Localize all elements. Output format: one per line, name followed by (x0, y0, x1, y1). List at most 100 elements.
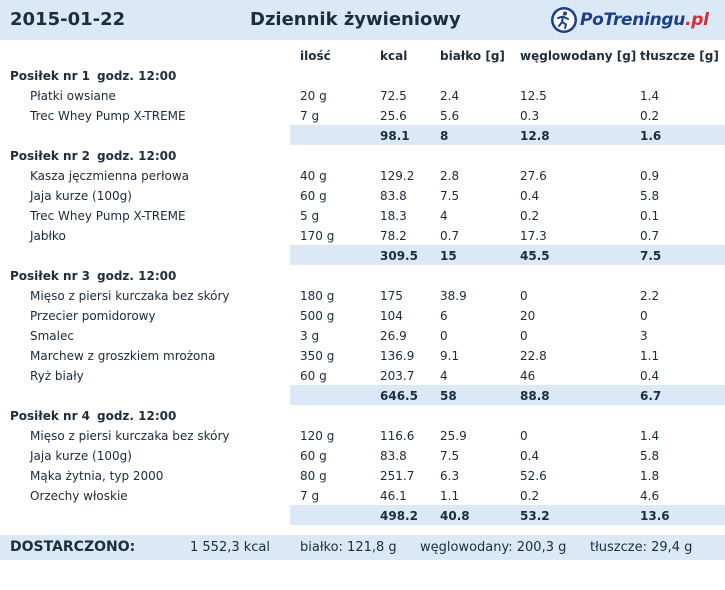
food-carbs: 17.3 (520, 229, 547, 243)
meal-time: godz. 12:00 (97, 409, 177, 423)
meal-total-carbs: 12.8 (520, 129, 550, 143)
meal-total-fat: 13.6 (640, 509, 670, 523)
food-qty: 7 g (300, 489, 320, 503)
food-name: Mięso z piersi kurczaka bez skóry (30, 429, 230, 443)
meal-name: Posiłek nr 4 (10, 409, 91, 423)
meal-total-fat: 7.5 (640, 249, 662, 263)
food-name: Mąka żytnia, typ 2000 (30, 469, 164, 483)
food-fat: 4.6 (640, 489, 660, 503)
summary-protein: białko: 121,8 g (300, 540, 397, 555)
food-qty: 60 g (300, 189, 327, 203)
food-name: Orzechy włoskie (30, 489, 128, 503)
food-carbs: 0 (520, 289, 528, 303)
food-fat: 0.7 (640, 229, 660, 243)
food-protein: 38.9 (440, 289, 467, 303)
food-qty: 60 g (300, 369, 327, 383)
food-kcal: 46.1 (380, 489, 407, 503)
food-name: Jaja kurze (100g) (30, 449, 132, 463)
food-qty: 3 g (300, 329, 320, 343)
meal-total-kcal: 646.5 (380, 389, 418, 403)
food-fat: 0 (640, 309, 648, 323)
food-fat: 1.4 (640, 89, 660, 103)
food-carbs: 46 (520, 369, 536, 383)
food-fat: 1.8 (640, 469, 660, 483)
food-kcal: 104 (380, 309, 403, 323)
summary-label: DOSTARCZONO: (10, 539, 136, 555)
food-name: Mięso z piersi kurczaka bez skóry (30, 289, 230, 303)
food-qty: 60 g (300, 449, 327, 463)
column-header: ilość (300, 49, 331, 63)
food-carbs: 12.5 (520, 89, 547, 103)
meal-name: Posiłek nr 2 (10, 149, 91, 163)
meal-total-protein: 8 (440, 129, 449, 143)
food-name: Ryż biały (30, 369, 84, 383)
food-kcal: 78.2 (380, 229, 407, 243)
meal-total-protein: 15 (440, 249, 457, 263)
food-kcal: 116.6 (380, 429, 415, 443)
meal-total-kcal: 309.5 (380, 249, 418, 263)
food-kcal: 136.9 (380, 349, 415, 363)
food-name: Jabłko (30, 229, 66, 243)
food-fat: 1.4 (640, 429, 660, 443)
food-protein: 7.5 (440, 189, 460, 203)
meal-total-kcal: 498.2 (380, 509, 418, 523)
meal-total-protein: 58 (440, 389, 457, 403)
summary-bar (0, 535, 725, 560)
food-kcal: 175 (380, 289, 403, 303)
column-header: białko [g] (440, 49, 505, 63)
meal-total-fat: 6.7 (640, 389, 662, 403)
diary-date: 2015-01-22 (10, 9, 126, 30)
meal-total-row (290, 385, 725, 405)
potreningu-logo[interactable]: PoTreningu.pl (550, 5, 709, 35)
food-protein: 2.8 (440, 169, 460, 183)
meal-time: godz. 12:00 (97, 149, 177, 163)
column-header: kcal (380, 49, 408, 63)
food-carbs: 0.4 (520, 449, 540, 463)
food-name: Trec Whey Pump X-TREME (30, 109, 186, 123)
food-fat: 0.2 (640, 109, 660, 123)
food-carbs: 0.2 (520, 209, 540, 223)
food-protein: 0 (440, 329, 448, 343)
meal-total-row (290, 125, 725, 145)
food-qty: 180 g (300, 289, 335, 303)
food-kcal: 72.5 (380, 89, 407, 103)
food-qty: 500 g (300, 309, 335, 323)
food-protein: 5.6 (440, 109, 460, 123)
food-protein: 6 (440, 309, 448, 323)
food-name: Trec Whey Pump X-TREME (30, 209, 186, 223)
food-protein: 4 (440, 369, 448, 383)
food-kcal: 251.7 (380, 469, 415, 483)
food-kcal: 203.7 (380, 369, 415, 383)
food-name: Płatki owsiane (30, 89, 116, 103)
runner-logo-icon (551, 7, 577, 33)
meal-name: Posiłek nr 3 (10, 269, 91, 283)
food-kcal: 26.9 (380, 329, 407, 343)
food-protein: 2.4 (440, 89, 460, 103)
food-qty: 80 g (300, 469, 327, 483)
food-carbs: 27.6 (520, 169, 547, 183)
food-qty: 7 g (300, 109, 320, 123)
meal-time: godz. 12:00 (97, 69, 177, 83)
food-qty: 350 g (300, 349, 335, 363)
summary-carbs: węglowodany: 200,3 g (420, 540, 567, 555)
summary-fat: tłuszcze: 29,4 g (590, 540, 693, 555)
food-fat: 0.1 (640, 209, 660, 223)
food-qty: 5 g (300, 209, 320, 223)
meal-total-fat: 1.6 (640, 129, 662, 143)
page-title: Dziennik żywieniowy (250, 9, 461, 30)
meal-time: godz. 12:00 (97, 269, 177, 283)
food-protein: 25.9 (440, 429, 467, 443)
food-carbs: 20 (520, 309, 536, 323)
food-qty: 120 g (300, 429, 335, 443)
food-protein: 6.3 (440, 469, 460, 483)
food-carbs: 0 (520, 429, 528, 443)
summary-kcal: 1 552,3 kcal (190, 540, 271, 555)
food-qty: 40 g (300, 169, 327, 183)
meal-name: Posiłek nr 1 (10, 69, 91, 83)
food-qty: 20 g (300, 89, 327, 103)
food-fat: 0.4 (640, 369, 660, 383)
food-name: Marchew z groszkiem mrożona (30, 349, 216, 363)
food-protein: 0.7 (440, 229, 460, 243)
food-kcal: 18.3 (380, 209, 407, 223)
header-bar (0, 0, 725, 40)
